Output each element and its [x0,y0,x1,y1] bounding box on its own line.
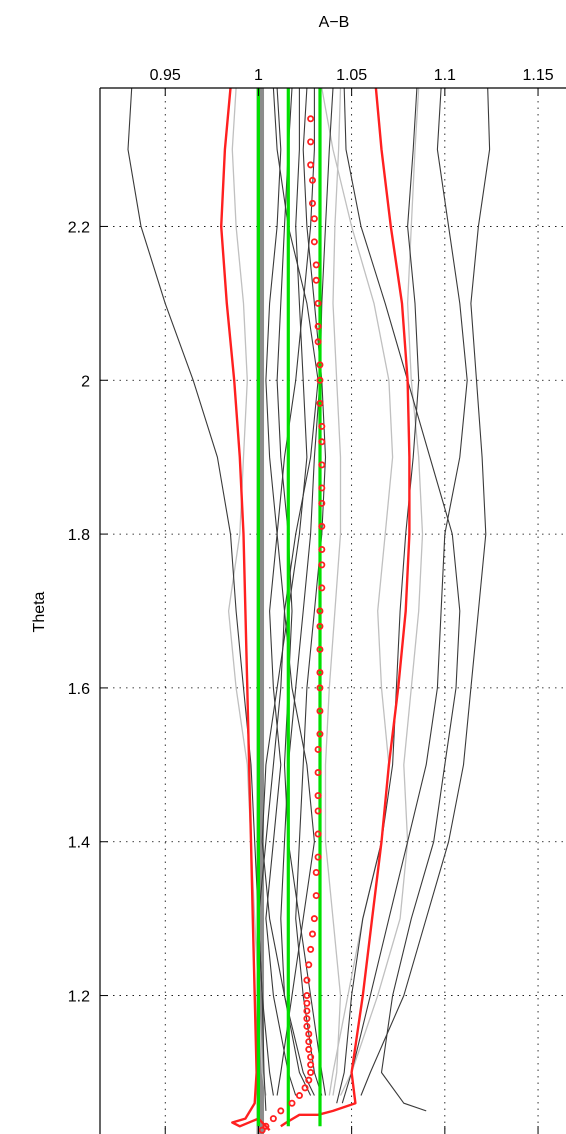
circle-marker [307,1053,315,1061]
circle-marker [303,1015,311,1023]
circle-marker-layer [258,115,326,1134]
x-tick-label: 0.95 [150,67,181,84]
gray-band-layer [256,88,265,1134]
circle-marker [318,422,326,430]
circle-marker [307,161,315,169]
x-tick-label: 1.1 [434,67,456,84]
circle-marker [269,1115,277,1123]
y-tick-label: 1.6 [68,681,90,698]
circle-marker [305,1038,313,1046]
circle-marker [308,930,316,938]
circle-marker [312,892,320,900]
circle-marker [310,915,318,923]
circle-marker [295,1092,303,1100]
series-line-light-2 [321,87,394,1096]
x-axis-title: A−B [319,14,350,31]
axes-layer [99,87,566,1134]
series-line-dark-2 [343,87,461,1112]
circle-marker [312,261,320,269]
series-line-light-3 [339,87,424,1096]
series-line-dark-3 [360,87,491,1096]
circle-marker [305,961,313,969]
gray-reference-band [256,88,265,1134]
circle-marker [303,1007,311,1015]
circle-marker [316,607,324,615]
circle-marker [303,999,311,1007]
series-line-light-4 [324,87,342,1096]
circle-marker [318,461,326,469]
series-line-dark-5 [336,87,420,1104]
circle-marker [288,1099,296,1107]
y-tick-label: 2.2 [68,219,90,236]
series-line-dark-9 [265,88,315,1096]
circle-marker [318,545,326,553]
circle-marker [316,399,324,407]
circle-marker [307,1061,315,1069]
circle-marker [314,807,322,815]
circle-marker [316,361,324,369]
x-tick-label: 1.05 [336,67,367,84]
series-line-red-2 [280,87,411,1128]
circle-marker [310,238,318,246]
circle-marker [258,1126,266,1134]
circle-marker [308,176,316,184]
circle-marker [307,1068,315,1076]
circle-marker [318,561,326,569]
circle-marker [303,976,311,984]
circle-marker [316,707,324,715]
circle-marker [262,1122,270,1130]
series-line-dark-6 [276,87,327,1096]
circle-marker [301,1084,309,1092]
series-line-red-1 [220,87,271,1132]
series-line-dark-12 [257,87,286,1096]
circle-marker [318,438,326,446]
series-line-dark-4 [341,87,468,1104]
circle-marker [314,299,322,307]
circle-marker [318,522,326,530]
circle-marker [307,115,315,123]
circle-marker [318,484,326,492]
tick-label-layer: 0.95 1 1.05 1.1 1.15 1.2 1.4 1.6 1.8 2 2.2 [68,67,554,1006]
circle-marker [310,215,318,223]
circle-marker [316,622,324,630]
circle-marker [316,730,324,738]
circle-marker [316,669,324,677]
circle-marker [277,1107,285,1115]
circle-marker [305,1030,313,1038]
circle-marker [307,945,315,953]
y-tick-label: 1.4 [68,835,90,852]
circle-marker [312,276,320,284]
circle-marker [318,499,326,507]
y-tick-label: 1.8 [68,527,90,544]
x-tick-label: 1.15 [522,67,553,84]
series-line-dark-7 [280,87,334,1096]
circle-marker [314,853,322,861]
series-line-dark-11 [295,87,327,1096]
y-tick-label: 2 [81,373,90,390]
circle-marker [314,338,322,346]
circle-marker [314,769,322,777]
grid-layer [100,88,566,1134]
circle-marker [316,684,324,692]
circle-marker [314,322,322,330]
circle-marker [316,645,324,653]
circle-marker [305,1045,313,1053]
y-tick-label: 1.2 [68,989,90,1006]
circle-marker [318,584,326,592]
circle-marker [314,745,322,753]
circle-marker [314,830,322,838]
x-tick-label: 1 [254,67,263,84]
circle-marker [307,138,315,146]
series-layer [127,87,491,1132]
circle-marker [312,869,320,877]
y-axis-title: Theta [31,591,48,632]
circle-marker [305,1076,313,1084]
circle-marker [303,1022,311,1030]
circle-marker [303,992,311,1000]
circle-marker [314,792,322,800]
circle-marker [316,376,324,384]
series-line-dark-8 [272,87,319,1096]
circle-marker [308,199,316,207]
